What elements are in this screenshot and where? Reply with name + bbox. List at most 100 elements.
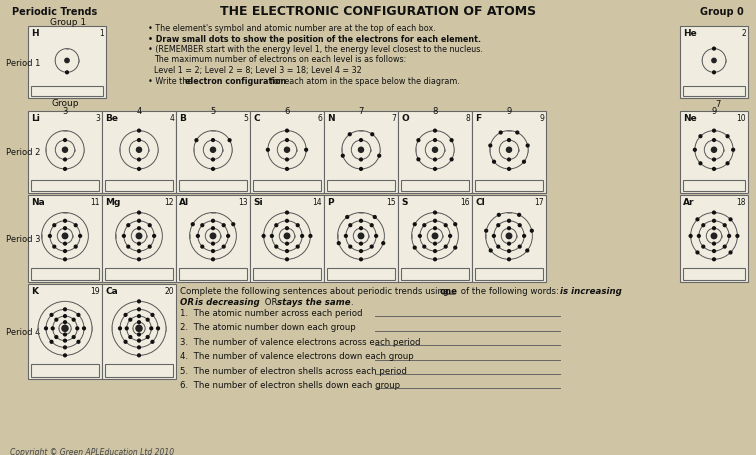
Circle shape — [507, 243, 510, 246]
Circle shape — [358, 148, 364, 153]
Circle shape — [434, 243, 436, 246]
Circle shape — [212, 228, 215, 230]
Circle shape — [349, 246, 352, 248]
Text: S: S — [401, 197, 407, 207]
Circle shape — [210, 148, 215, 153]
Text: Li: Li — [31, 114, 40, 123]
Text: 10: 10 — [736, 114, 746, 123]
Text: 3: 3 — [62, 107, 68, 116]
Text: Cl: Cl — [475, 197, 485, 207]
Bar — [683, 180, 745, 192]
Circle shape — [516, 132, 519, 135]
Circle shape — [156, 327, 160, 330]
Circle shape — [360, 220, 362, 222]
Circle shape — [284, 234, 290, 239]
Circle shape — [736, 235, 739, 238]
Circle shape — [696, 252, 699, 254]
Circle shape — [345, 235, 347, 238]
Circle shape — [423, 224, 426, 227]
Circle shape — [531, 230, 533, 233]
Text: 5: 5 — [243, 114, 248, 123]
Circle shape — [64, 139, 67, 142]
Text: Group 0: Group 0 — [700, 7, 744, 17]
Circle shape — [696, 218, 699, 221]
Text: Ca: Ca — [105, 286, 118, 295]
Circle shape — [485, 230, 488, 233]
Circle shape — [151, 341, 154, 344]
Text: Level 1 = 2; Level 2 = 8; Level 3 = 18; Level 4 = 32: Level 1 = 2; Level 2 = 8; Level 3 = 18; … — [154, 66, 362, 75]
Circle shape — [349, 224, 352, 227]
Text: one: one — [440, 286, 458, 295]
Circle shape — [222, 224, 225, 227]
Bar — [683, 268, 745, 280]
Text: 7: 7 — [391, 114, 396, 123]
Circle shape — [127, 246, 130, 248]
Circle shape — [360, 139, 362, 142]
Circle shape — [454, 223, 457, 226]
Circle shape — [286, 212, 288, 214]
Circle shape — [489, 145, 491, 147]
Circle shape — [210, 234, 215, 239]
Text: 9: 9 — [507, 107, 512, 116]
Circle shape — [702, 224, 705, 227]
Circle shape — [64, 346, 67, 349]
Circle shape — [375, 235, 377, 238]
Circle shape — [66, 72, 68, 75]
Circle shape — [124, 341, 127, 344]
Circle shape — [378, 155, 380, 158]
Circle shape — [138, 321, 141, 324]
Bar — [102, 112, 176, 193]
Circle shape — [138, 139, 141, 142]
Text: 13: 13 — [238, 197, 248, 207]
Circle shape — [434, 159, 436, 162]
Circle shape — [445, 246, 447, 248]
Text: Period 4: Period 4 — [6, 327, 40, 336]
Circle shape — [212, 220, 215, 222]
Circle shape — [284, 148, 290, 153]
Bar — [680, 27, 748, 99]
Text: is increasing: is increasing — [560, 286, 621, 295]
Text: 6.  The number of electron shells down each group: 6. The number of electron shells down ea… — [180, 381, 400, 389]
Bar — [324, 112, 398, 193]
Text: 8: 8 — [432, 107, 438, 116]
Circle shape — [191, 223, 194, 226]
Text: THE ELECTRONIC CONFIGURATION OF ATOMS: THE ELECTRONIC CONFIGURATION OF ATOMS — [220, 5, 536, 18]
Circle shape — [507, 148, 512, 153]
Bar — [250, 196, 324, 283]
Circle shape — [64, 258, 67, 261]
Text: 6: 6 — [317, 114, 322, 123]
Text: 2.  The atomic number down each group: 2. The atomic number down each group — [180, 323, 356, 332]
Circle shape — [301, 235, 304, 238]
Text: is decreasing: is decreasing — [195, 298, 259, 306]
Circle shape — [450, 159, 453, 162]
Circle shape — [286, 258, 288, 261]
Bar — [327, 180, 395, 192]
Circle shape — [64, 315, 67, 318]
Text: 20: 20 — [164, 286, 174, 295]
Circle shape — [64, 339, 67, 342]
Circle shape — [212, 139, 215, 142]
Text: of the following words:: of the following words: — [458, 286, 565, 295]
Bar — [28, 284, 102, 379]
Circle shape — [148, 224, 151, 227]
Circle shape — [712, 59, 716, 64]
Circle shape — [454, 247, 457, 249]
Circle shape — [713, 168, 715, 171]
Circle shape — [151, 314, 154, 317]
Text: 11: 11 — [91, 197, 100, 207]
Circle shape — [275, 246, 277, 248]
Circle shape — [212, 250, 215, 253]
Circle shape — [286, 168, 288, 171]
Circle shape — [522, 161, 525, 164]
Circle shape — [305, 149, 308, 152]
Text: • Write the: • Write the — [148, 76, 195, 86]
Circle shape — [434, 130, 436, 133]
Bar — [253, 268, 321, 280]
Bar — [327, 268, 395, 280]
Circle shape — [275, 224, 277, 227]
Circle shape — [153, 235, 156, 238]
Circle shape — [53, 224, 56, 227]
Circle shape — [432, 234, 438, 239]
Circle shape — [417, 140, 420, 142]
Bar — [472, 112, 546, 193]
